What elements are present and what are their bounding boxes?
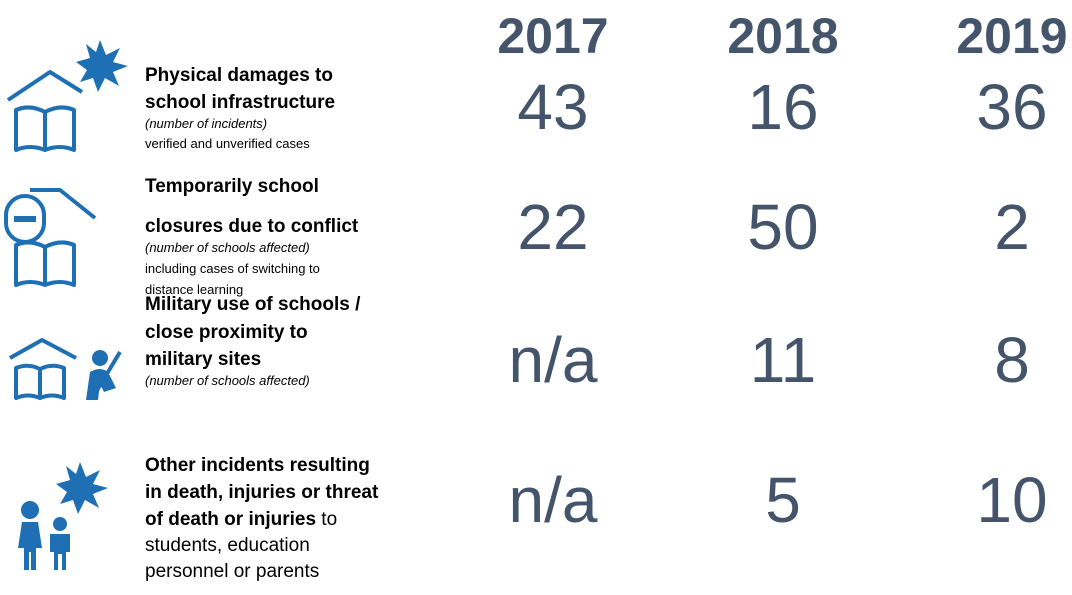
label-run: of death or injuries — [145, 509, 316, 530]
icon-children — [18, 462, 108, 570]
label-run: Military use of schools / — [145, 294, 361, 315]
year-header: 2018 — [727, 8, 838, 64]
row-label-line: school infrastructure — [145, 92, 335, 113]
row-label-line: (number of schools affected) — [145, 373, 310, 388]
icon-military-school — [9, 338, 122, 400]
row-label-line: military sites — [145, 349, 261, 370]
cell-value: n/a — [509, 464, 598, 536]
row-label-line: (number of incidents) — [145, 116, 267, 131]
label-run: military sites — [145, 349, 261, 370]
cell-value: 2 — [994, 191, 1030, 263]
label-run: students, education — [145, 535, 310, 556]
row-label-line: Physical damages to — [145, 65, 333, 86]
cell-value: 10 — [976, 464, 1047, 536]
cell-value: 5 — [765, 464, 801, 536]
row-label-line: closures due to conflict — [145, 216, 359, 237]
cell-value: 50 — [747, 191, 818, 263]
row-label-line: (number of schools affected) — [145, 240, 310, 255]
label-run: (number of incidents) — [145, 116, 267, 131]
label-run: closures due to conflict — [145, 216, 359, 237]
label-run: Physical damages to — [145, 65, 333, 86]
label-run: including cases of switching to — [145, 261, 320, 276]
label-run: Temporarily school — [145, 176, 319, 197]
label-run: school infrastructure — [145, 92, 335, 113]
cell-value: 43 — [517, 71, 588, 143]
label-run: close proximity to — [145, 322, 308, 343]
row-label-line: including cases of switching to — [145, 261, 320, 276]
label-run: Other incidents resulting — [145, 455, 370, 476]
cell-value: 22 — [517, 191, 588, 263]
icon-closed-school — [4, 188, 97, 287]
label-run: personnel or parents — [145, 561, 319, 582]
cell-value: 16 — [747, 71, 818, 143]
label-run: (number of schools affected) — [145, 373, 310, 388]
row-label-line: Other incidents resulting — [145, 455, 370, 476]
label-run: verified and unverified cases — [145, 136, 310, 151]
label-run: distance learning — [145, 282, 243, 297]
row-label-line: verified and unverified cases — [145, 136, 310, 151]
row-label-line: close proximity to — [145, 322, 308, 343]
cell-value: 8 — [994, 324, 1030, 396]
cell-value: n/a — [509, 324, 598, 396]
row-label-line: distance learning — [145, 282, 243, 297]
row-label-line: Military use of schools / — [145, 294, 361, 315]
row-label-line: students, education — [145, 535, 310, 556]
icon-damaged-school — [6, 40, 128, 152]
year-header: 2019 — [956, 8, 1067, 64]
label-run: to — [316, 509, 337, 530]
row-label-line: in death, injuries or threat — [145, 482, 379, 503]
cell-value: 36 — [976, 71, 1047, 143]
row-label-line: personnel or parents — [145, 561, 319, 582]
label-run: (number of schools affected) — [145, 240, 310, 255]
year-header: 2017 — [497, 8, 608, 64]
cell-value: 11 — [750, 324, 816, 396]
row-label-line: of death or injuries to — [145, 509, 337, 530]
row-label-line: Temporarily school — [145, 176, 319, 197]
label-run: in death, injuries or threat — [145, 482, 379, 503]
